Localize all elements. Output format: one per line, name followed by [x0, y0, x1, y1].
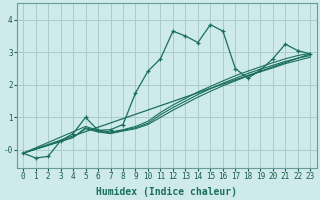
- X-axis label: Humidex (Indice chaleur): Humidex (Indice chaleur): [96, 186, 237, 197]
